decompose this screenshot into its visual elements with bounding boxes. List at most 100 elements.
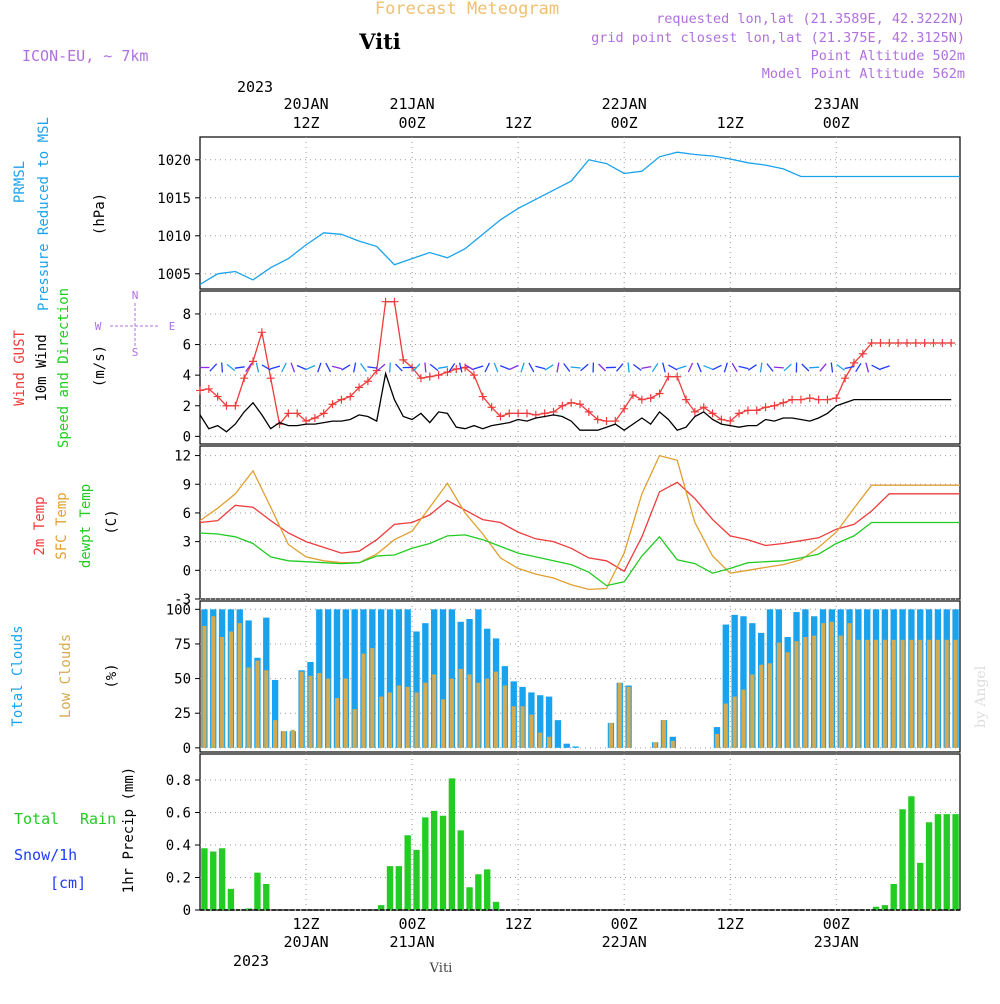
bar-low-clouds bbox=[459, 669, 463, 748]
y-tick-label: 0 bbox=[183, 741, 191, 757]
gust-marker bbox=[558, 402, 566, 410]
gust-marker bbox=[267, 374, 275, 382]
top-tick-date: 22JAN bbox=[602, 95, 647, 113]
wind-direction-arrow bbox=[713, 365, 722, 369]
gust-marker bbox=[700, 403, 708, 411]
bar-low-clouds bbox=[247, 667, 251, 747]
wind-direction-arrow bbox=[509, 365, 518, 369]
wind-direction-arrow bbox=[474, 366, 484, 369]
bottom-tick-date: 21JAN bbox=[390, 933, 435, 951]
total-clouds-label: Total Clouds bbox=[10, 625, 26, 726]
low-clouds-label: Low Clouds bbox=[58, 634, 74, 718]
wind-direction-arrow bbox=[361, 364, 367, 372]
bar-low-clouds bbox=[945, 640, 949, 748]
top-tick-date: 12Z bbox=[505, 114, 532, 132]
wind-direction-arrow bbox=[282, 363, 287, 372]
pressure-reduced-label: Pressure Reduced to MSL bbox=[36, 117, 52, 311]
wind-10m-label: 10m Wind bbox=[34, 334, 50, 401]
bar-low-clouds bbox=[476, 683, 480, 748]
prmsl-label: PRMSL bbox=[12, 161, 28, 203]
wind-direction-arrow bbox=[697, 363, 701, 372]
compass-w: W bbox=[95, 320, 102, 333]
gust-marker bbox=[815, 396, 823, 404]
gust-marker bbox=[514, 409, 522, 417]
speed-direction-label: Speed and Direction bbox=[56, 288, 72, 448]
precip-panel: Total Rain Snow/1h [cm] 1hr Precip (mm) … bbox=[14, 754, 960, 919]
gust-marker bbox=[426, 373, 434, 381]
gust-marker bbox=[947, 339, 955, 347]
bar-total-rain bbox=[944, 814, 950, 910]
y-tick-label: 50 bbox=[174, 672, 191, 688]
bar-low-clouds bbox=[865, 640, 869, 748]
y-tick-label: 6 bbox=[183, 506, 191, 522]
gust-marker bbox=[788, 396, 796, 404]
gust-marker bbox=[885, 339, 893, 347]
gust-marker bbox=[770, 402, 778, 410]
wind-direction-arrow bbox=[837, 365, 845, 371]
wind-direction-arrow bbox=[291, 363, 294, 372]
bar-low-clouds bbox=[485, 679, 489, 748]
bar-low-clouds bbox=[609, 723, 613, 748]
wind-direction-arrow bbox=[767, 364, 773, 372]
bar-total-rain bbox=[917, 863, 923, 910]
wind-direction-arrow bbox=[430, 364, 438, 370]
wind-direction-arrow bbox=[628, 363, 629, 373]
bar-low-clouds bbox=[803, 637, 807, 748]
bar-low-clouds bbox=[361, 654, 365, 748]
bar-low-clouds bbox=[300, 672, 304, 748]
gust-marker bbox=[744, 406, 752, 414]
bar-low-clouds bbox=[468, 674, 472, 747]
y-tick-label: 1005 bbox=[157, 267, 191, 283]
bar-total-rain bbox=[891, 884, 897, 910]
bar-low-clouds bbox=[741, 690, 745, 748]
wind-direction-arrow bbox=[367, 367, 377, 368]
gust-marker bbox=[435, 371, 443, 379]
wind-direction-arrow bbox=[256, 363, 258, 373]
bar-total-rain bbox=[908, 796, 914, 910]
gust-marker bbox=[638, 396, 646, 404]
gust-marker bbox=[753, 406, 761, 414]
bar-low-clouds bbox=[839, 636, 843, 748]
gust-marker bbox=[673, 373, 681, 381]
wind-direction-arrow bbox=[377, 364, 385, 370]
y-tick-label: 4 bbox=[183, 368, 191, 384]
wind-direction-arrow bbox=[668, 365, 677, 370]
bar-total-rain bbox=[228, 889, 234, 910]
bar-low-clouds bbox=[936, 640, 940, 748]
bar-low-clouds bbox=[512, 706, 516, 748]
wind-direction-arrow bbox=[535, 366, 545, 368]
bar-low-clouds bbox=[450, 679, 454, 748]
wind-direction-arrow bbox=[485, 363, 489, 372]
bottom-tick-hour: 12Z bbox=[292, 915, 319, 933]
wind-direction-arrow bbox=[641, 367, 651, 369]
wind-gust-label: Wind GUST bbox=[12, 330, 28, 406]
bar-total-rain bbox=[219, 848, 225, 910]
bar-low-clouds bbox=[794, 641, 798, 748]
wind-direction-arrow bbox=[227, 364, 235, 370]
wind-direction-arrow bbox=[856, 363, 861, 371]
bar-low-clouds bbox=[406, 687, 410, 748]
wind-direction-arrow bbox=[739, 366, 749, 368]
bar-low-clouds bbox=[812, 636, 816, 748]
bar-total-rain bbox=[404, 835, 410, 910]
y-tick-label: 0 bbox=[183, 429, 191, 445]
gust-marker bbox=[196, 386, 204, 394]
y-tick-label: 3 bbox=[183, 535, 191, 551]
y-tick-label: 1020 bbox=[157, 153, 191, 169]
wind-direction-arrow bbox=[633, 365, 641, 371]
bar-low-clouds bbox=[759, 665, 763, 748]
gust-marker bbox=[709, 409, 717, 417]
gust-marker bbox=[567, 399, 575, 407]
bar-low-clouds bbox=[494, 672, 498, 748]
y-tick-label: 8 bbox=[183, 307, 191, 323]
wind-direction-arrow bbox=[210, 364, 217, 371]
y-tick-label: 0 bbox=[183, 563, 191, 579]
wind-direction-arrow bbox=[390, 363, 391, 373]
top-tick-hour: 00Z bbox=[399, 114, 426, 132]
y-tick-label: 9 bbox=[183, 477, 191, 493]
gust-marker bbox=[664, 373, 672, 381]
bar-low-clouds bbox=[662, 720, 666, 748]
